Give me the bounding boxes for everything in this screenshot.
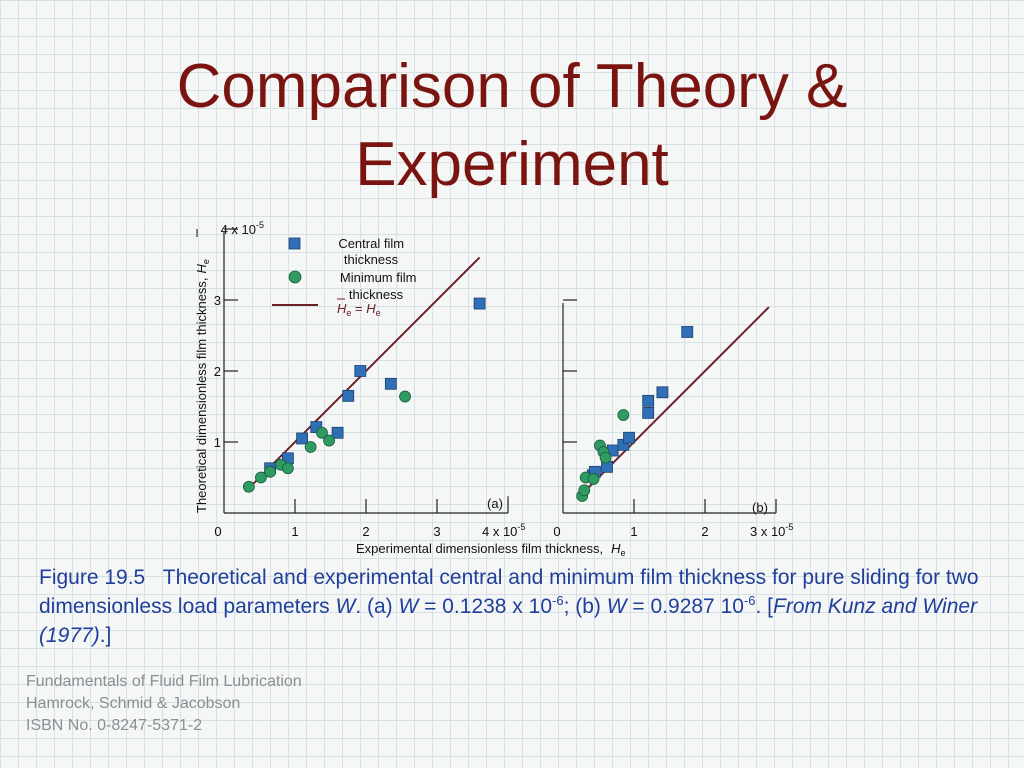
central-thickness-point [656, 386, 669, 399]
x-tick-label: 3 [433, 524, 440, 539]
x-tick-label: 2 [701, 524, 708, 539]
caption-text: ; (b) [563, 595, 607, 618]
caption-text: . [ [755, 595, 774, 618]
x-tick-label: 1 [630, 524, 637, 539]
minimum-thickness-point [323, 434, 335, 447]
credit-authors: Hamrock, Schmid & Jacobson [26, 695, 241, 712]
y-tick-label: 4 x 10-5 [221, 220, 264, 237]
central-thickness-point [296, 432, 309, 445]
minimum-thickness-point [578, 484, 591, 497]
caption-symbol: W [606, 595, 627, 618]
x-axis-label: Experimental dimensionless film thicknes… [356, 541, 626, 558]
legend-central-line1: Central film [338, 236, 404, 251]
panel-a-label: (a) [487, 496, 503, 511]
minimum-thickness-point [242, 480, 255, 493]
credit-isbn: ISBN No. 0-8247-5371-2 [26, 717, 203, 734]
panel-b-label: (b) [752, 500, 768, 515]
x-tick-label: 2 [362, 524, 369, 539]
central-thickness-point [642, 406, 655, 419]
legend-central-label: Central film thickness [338, 236, 407, 267]
central-thickness-point [354, 365, 367, 377]
y-tick-label: 3 [214, 293, 221, 308]
caption-exponent: -6 [743, 593, 756, 608]
minimum-thickness-point [617, 409, 630, 421]
credit-book-title: Fundamentals of Fluid Film Lubrication [26, 673, 302, 690]
legend-minimum-label: Minimum film thickness [340, 270, 420, 302]
central-thickness-point [331, 426, 344, 439]
minimum-thickness-point [599, 451, 612, 464]
minimum-thickness-point [281, 462, 294, 475]
legend-minimum-line1: Minimum film [340, 270, 417, 285]
legend: Central film thickness Minimum film thic… [272, 236, 420, 318]
legend-minimum-line2: thickness [349, 287, 404, 302]
x-tick-label: 0 [214, 524, 221, 539]
x-tick-label: 1 [291, 524, 298, 539]
caption-source: From Kunz and Winer (1977) [39, 595, 978, 647]
central-thickness-point [342, 389, 355, 402]
book-credits: Fundamentals of Fluid Film Lubrication H… [26, 671, 302, 737]
central-thickness-point [642, 394, 655, 407]
central-thickness-point [384, 377, 397, 390]
caption-text: = 0.1238 x 10 [418, 595, 553, 618]
title-line-2: Experiment [355, 130, 669, 199]
y-tick-label: 1 [214, 435, 221, 450]
minimum-thickness-point [304, 441, 317, 453]
central-thickness-point [473, 297, 486, 310]
central-thickness-point [623, 431, 635, 444]
slide-title: Comparison of Theory & Experiment [0, 48, 1024, 204]
minimum-thickness-point [264, 465, 277, 478]
caption-text: . (a) [355, 595, 399, 618]
panel-a: 0 1 2 3 4 x 10-5 1 2 3 4 x 10-5 Central film thi… [194, 220, 525, 539]
central-thickness-point [681, 326, 694, 338]
y-axis-label: Theoretical dimensionless film thickness… [194, 259, 211, 513]
figure-caption: Figure 19.5 Theoretical and experimental… [39, 563, 989, 650]
title-line-1: Comparison of Theory & [176, 52, 848, 121]
caption-text: .] [99, 624, 112, 647]
caption-text: = 0.9287 10 [626, 595, 744, 618]
legend-minimum-marker [288, 270, 302, 284]
caption-exponent: -6 [552, 593, 564, 608]
legend-central-marker [288, 237, 301, 250]
x-tick-label: 3 x 10-5 [750, 522, 793, 539]
legend-central-line2: thickness [344, 252, 399, 267]
panel-b: 0 1 2 3 x 10-5 (b) [553, 299, 793, 539]
minimum-thickness-point [587, 473, 600, 485]
minimum-thickness-point [399, 390, 411, 403]
minimum-thickness-point [316, 426, 328, 439]
x-tick-label: 4 x 10-5 [482, 522, 525, 539]
minimum-thickness-point [255, 471, 267, 484]
caption-symbol: W [398, 595, 419, 618]
y-tick-label: 2 [214, 364, 221, 379]
caption-label: Figure 19.5 [39, 566, 146, 589]
x-tick-label: 0 [553, 524, 560, 539]
caption-text: Theoretical and experimental central and… [39, 566, 979, 618]
caption-symbol: W [335, 595, 356, 618]
legend-line-label: He = He [337, 301, 381, 318]
